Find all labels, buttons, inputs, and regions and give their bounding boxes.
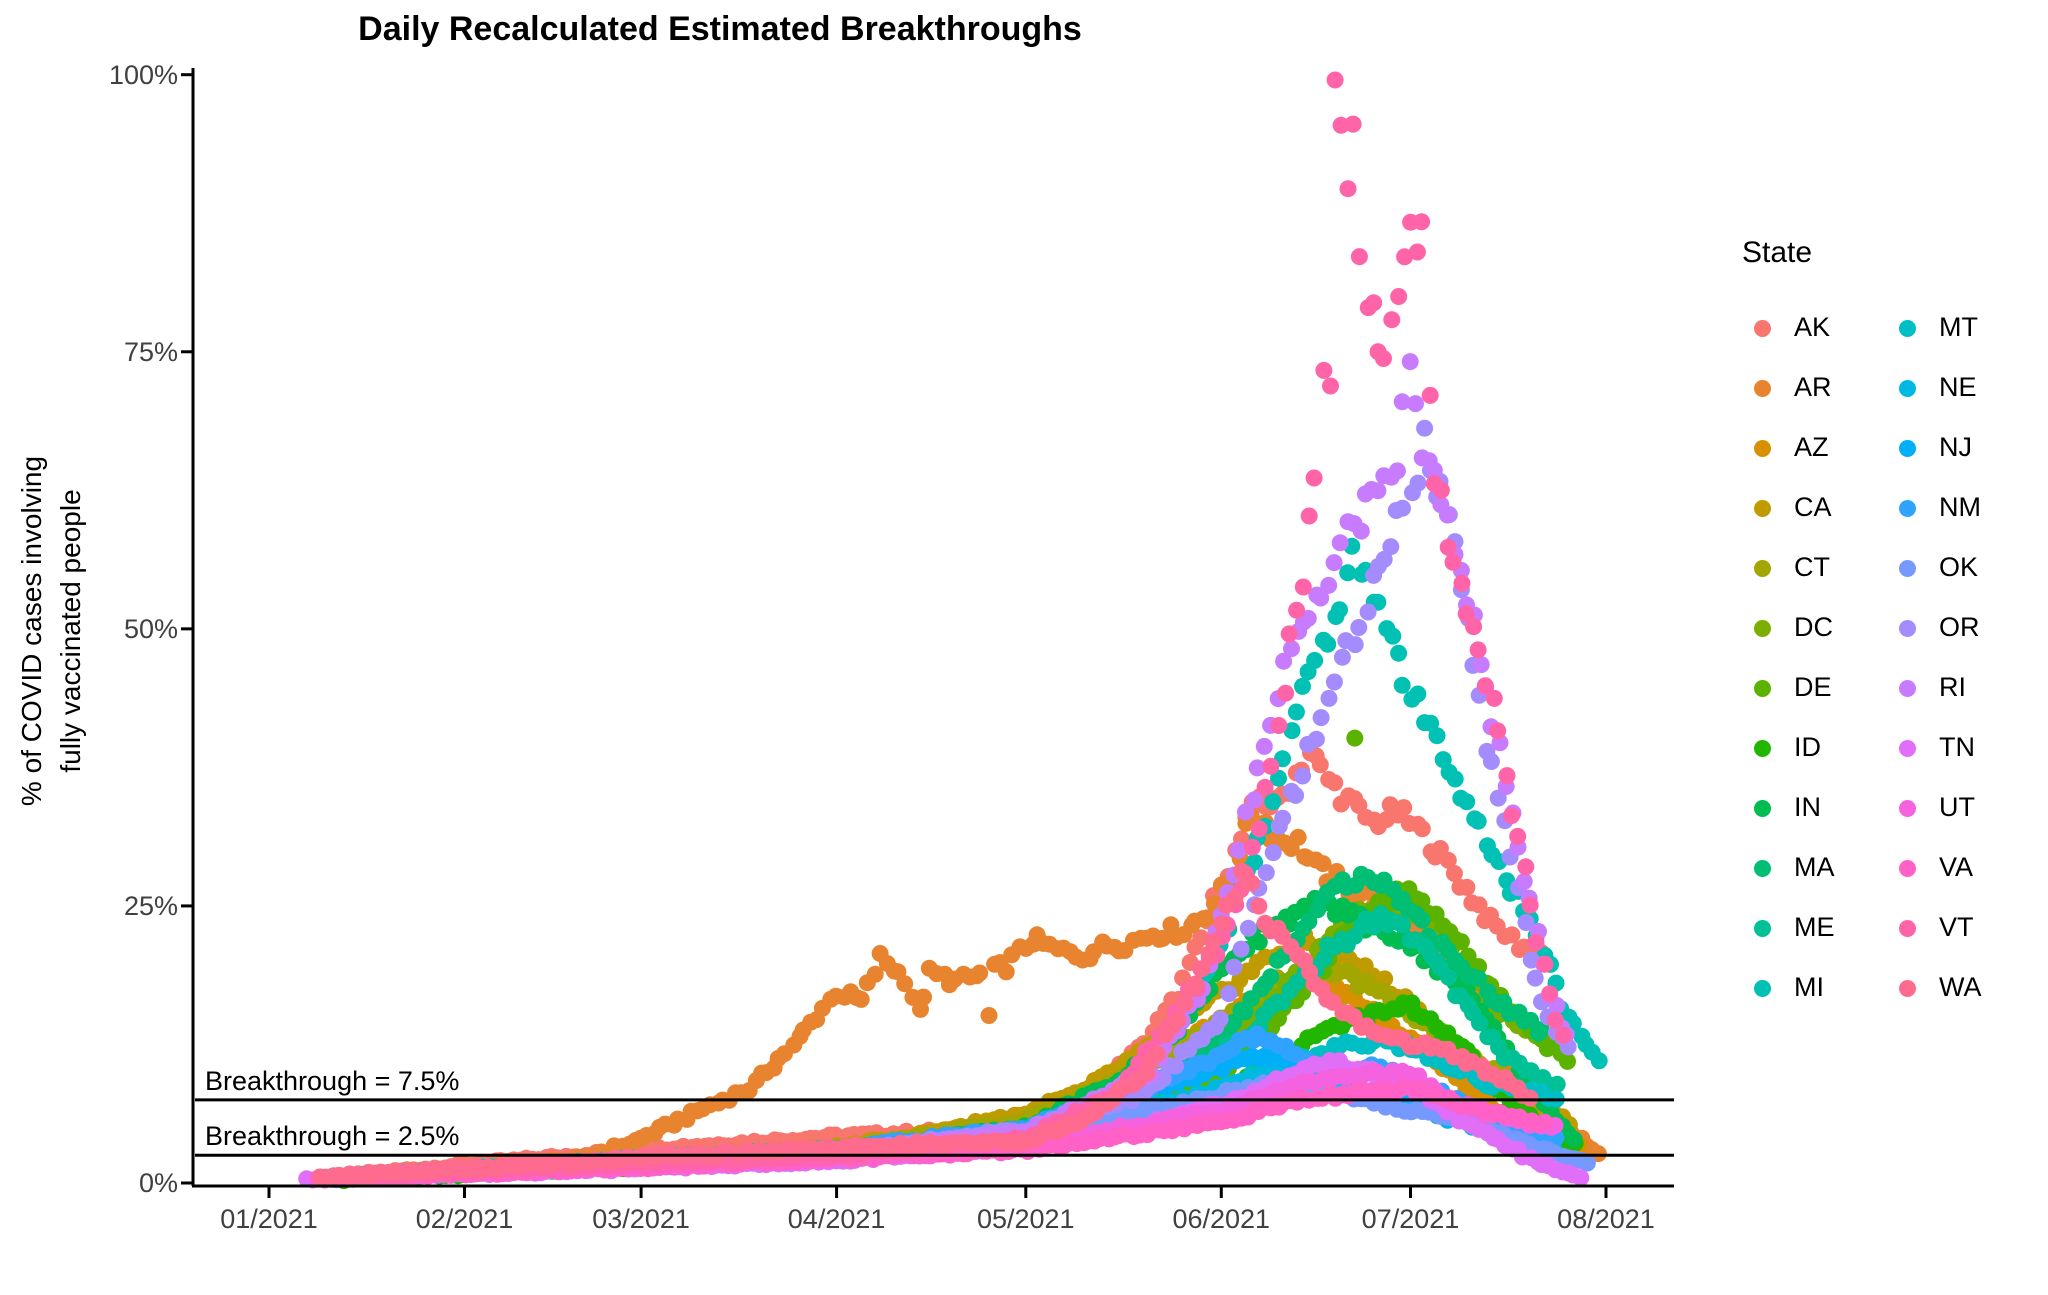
legend-label-CA: CA bbox=[1794, 492, 1832, 522]
legend-dot-MI bbox=[1753, 979, 1771, 997]
legend-dot-NE bbox=[1898, 379, 1916, 397]
x-tick-label: 07/2021 bbox=[1361, 1204, 1460, 1234]
axes bbox=[181, 68, 1674, 1198]
legend-label-NE: NE bbox=[1939, 372, 1977, 402]
legend-dot-NJ bbox=[1898, 439, 1916, 457]
legend-dot-AK bbox=[1753, 319, 1771, 337]
hline-label-2-5-pct: Breakthrough = 2.5% bbox=[205, 1121, 460, 1151]
x-tick-label: 02/2021 bbox=[415, 1204, 514, 1234]
y-tick-label: 100% bbox=[108, 59, 178, 90]
x-tick-label: 08/2021 bbox=[1557, 1204, 1655, 1234]
legend-label-UT: UT bbox=[1939, 792, 1975, 822]
legend-label-MT: MT bbox=[1939, 312, 1978, 342]
y-tick-label: 75% bbox=[123, 336, 178, 367]
reference-lines bbox=[195, 1098, 1674, 1157]
legend-label-ID: ID bbox=[1794, 732, 1821, 762]
legend-label-RI: RI bbox=[1939, 672, 1966, 702]
legend-dot-ID bbox=[1753, 739, 1771, 757]
legend-label-ME: ME bbox=[1794, 912, 1835, 942]
legend-dot-VA bbox=[1898, 859, 1916, 877]
legend-dot-ME bbox=[1753, 919, 1771, 937]
legend-dot-MA bbox=[1753, 859, 1771, 877]
legend-label-CT: CT bbox=[1794, 552, 1830, 582]
hline-label-7-5-pct: Breakthrough = 7.5% bbox=[205, 1066, 460, 1096]
legend-dot-CA bbox=[1753, 499, 1771, 517]
legend-label-DC: DC bbox=[1794, 612, 1833, 642]
x-tick-label: 01/2021 bbox=[220, 1204, 318, 1234]
legend-dot-MT bbox=[1898, 319, 1916, 337]
legend-title: State bbox=[1742, 236, 1813, 269]
legend-dot-VT bbox=[1898, 919, 1916, 937]
y-axis-title-line1: % of COVID cases involving bbox=[16, 455, 47, 807]
legend-label-NJ: NJ bbox=[1939, 432, 1972, 462]
legend-dot-DE bbox=[1753, 679, 1771, 697]
legend-dot-TN bbox=[1898, 739, 1916, 757]
x-tick-label: 03/2021 bbox=[592, 1204, 690, 1234]
y-tick-label: 50% bbox=[123, 613, 178, 644]
series-WA bbox=[311, 862, 1539, 1187]
legend-label-OK: OK bbox=[1939, 552, 1979, 582]
scatter-points bbox=[298, 71, 1608, 1190]
legend-dot-OR bbox=[1898, 619, 1916, 637]
legend-label-OR: OR bbox=[1939, 612, 1980, 642]
legend-dot-WA bbox=[1898, 979, 1916, 997]
x-tick-label: 05/2021 bbox=[976, 1204, 1075, 1234]
x-tick-label: 04/2021 bbox=[787, 1204, 886, 1234]
legend-label-AZ: AZ bbox=[1794, 432, 1829, 462]
y-tick-label: 0% bbox=[138, 1168, 178, 1198]
legend-label-WA: WA bbox=[1939, 972, 1982, 1002]
legend-label-IN: IN bbox=[1794, 792, 1821, 822]
legend-label-MI: MI bbox=[1794, 972, 1824, 1002]
legend-dot-AZ bbox=[1753, 439, 1771, 457]
legend-label-VT: VT bbox=[1939, 912, 1974, 942]
chart-title: Daily Recalculated Estimated Breakthroug… bbox=[358, 10, 1082, 48]
legend-label-AR: AR bbox=[1794, 372, 1832, 402]
legend-dot-UT bbox=[1898, 799, 1916, 817]
legend-dot-RI bbox=[1898, 679, 1916, 697]
x-tick-label: 06/2021 bbox=[1172, 1204, 1271, 1234]
legend-dot-DC bbox=[1753, 619, 1771, 637]
y-tick-label: 25% bbox=[123, 890, 178, 921]
legend-label-AK: AK bbox=[1794, 312, 1831, 342]
legend-label-MA: MA bbox=[1794, 852, 1835, 882]
legend-dot-NM bbox=[1898, 499, 1916, 517]
legend-dot-IN bbox=[1753, 799, 1771, 817]
legend-dot-AR bbox=[1753, 379, 1771, 397]
legend-dot-CT bbox=[1753, 559, 1771, 577]
legend-label-DE: DE bbox=[1794, 672, 1832, 702]
legend-label-VA: VA bbox=[1939, 852, 1974, 882]
legend-label-NM: NM bbox=[1939, 492, 1981, 522]
legend-dot-OK bbox=[1898, 559, 1916, 577]
legend-label-TN: TN bbox=[1939, 732, 1975, 762]
